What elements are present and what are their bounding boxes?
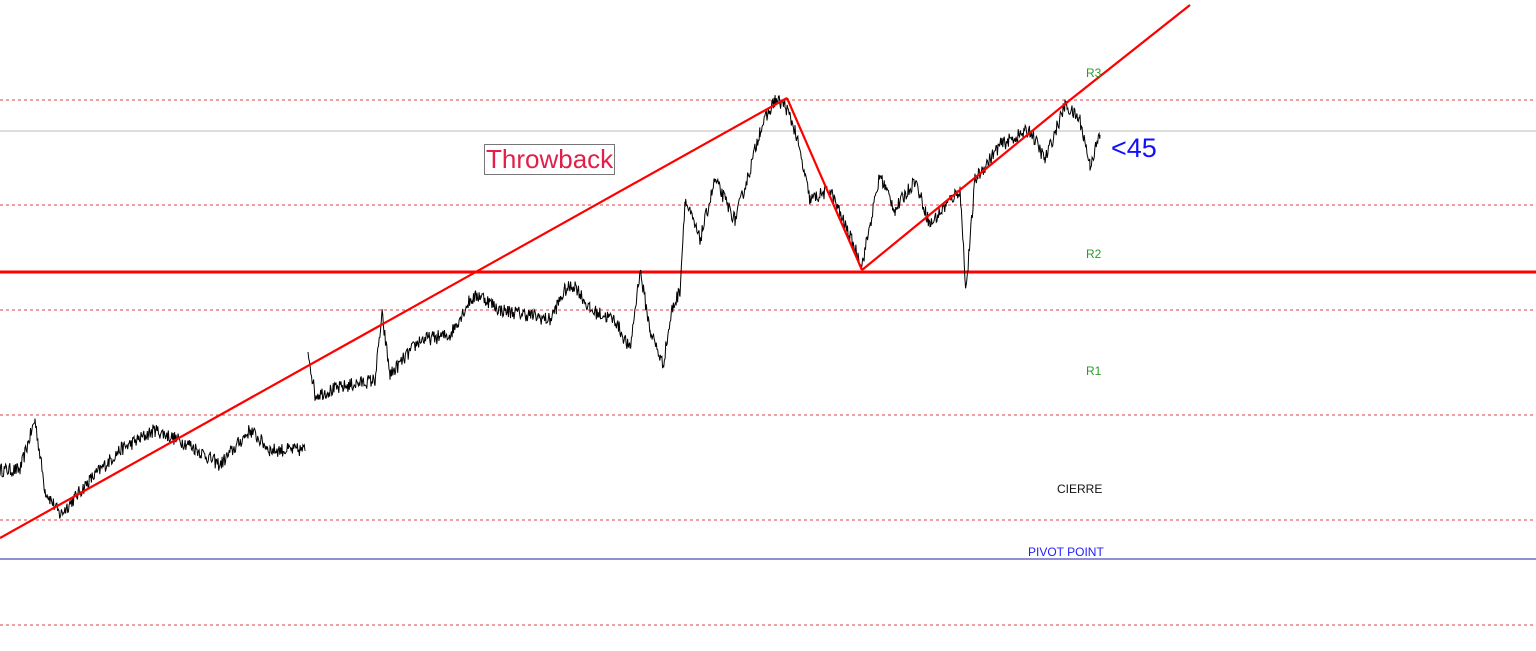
trend-line-0 <box>0 97 788 539</box>
level-label-r2: R2 <box>1086 247 1102 261</box>
throwback-annotation[interactable]: Throwback <box>484 144 616 175</box>
level-label-pivot: PIVOT POINT <box>1028 545 1104 559</box>
price-series-0 <box>0 418 306 519</box>
price-series-1 <box>307 95 1101 401</box>
target-annotation: <45 <box>1111 133 1157 163</box>
level-label-r3: R3 <box>1086 66 1102 80</box>
level-label-r1: R1 <box>1086 364 1102 378</box>
trend-line-2 <box>861 4 1191 271</box>
level-label-cierre: CIERRE <box>1057 482 1103 496</box>
trend-line-1 <box>785 97 864 271</box>
